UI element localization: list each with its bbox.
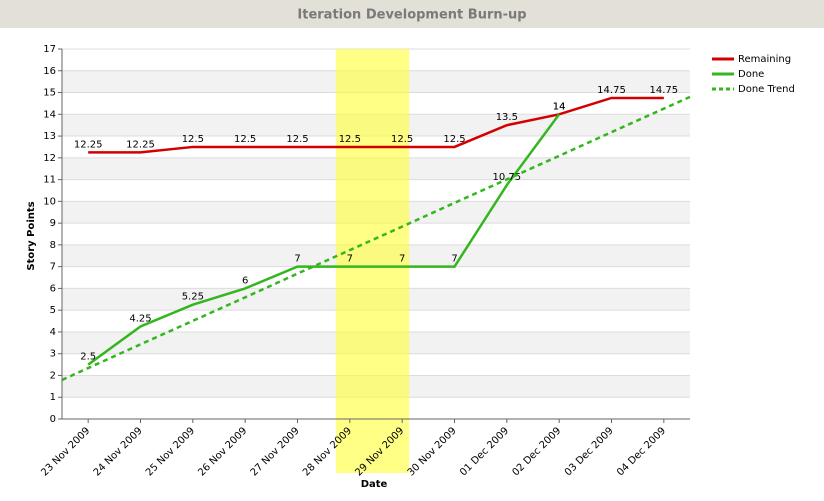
y-tick-label: 0: [50, 414, 56, 425]
legend-label: Remaining: [738, 54, 791, 65]
data-label: 7: [399, 254, 405, 265]
data-label: 10.75: [493, 172, 522, 183]
highlight-band: [335, 49, 410, 473]
data-label: 5.25: [182, 292, 204, 303]
y-tick-label: 1: [50, 392, 56, 403]
series-line: [87, 113, 561, 366]
legend-label: Done Trend: [738, 84, 795, 95]
data-label: 7: [451, 254, 457, 265]
data-label: 14.75: [650, 85, 679, 96]
legend-label: Done: [738, 69, 764, 80]
y-tick-label: 11: [43, 175, 56, 186]
x-tick-label: 26 Nov 2009: [196, 425, 249, 478]
x-tick-label: 01 Dec 2009: [458, 425, 511, 478]
y-tick-label: 7: [50, 262, 56, 273]
data-label: 14: [553, 101, 566, 112]
data-label: 4.25: [129, 314, 151, 325]
x-tick-label: 02 Dec 2009: [510, 425, 563, 478]
x-tick-label: 30 Nov 2009: [406, 425, 459, 478]
x-tick-label: 23 Nov 2009: [39, 425, 92, 478]
y-tick-label: 13: [43, 131, 56, 142]
y-tick-label: 5: [50, 305, 56, 316]
x-tick-label: 03 Dec 2009: [563, 425, 616, 478]
data-label: 12.5: [286, 134, 308, 145]
y-tick-label: 14: [43, 109, 56, 120]
y-tick-label: 8: [50, 240, 56, 251]
series-line: [61, 95, 691, 382]
data-label: 12.25: [74, 139, 103, 150]
data-label: 6: [242, 275, 248, 286]
x-axis-label: Date: [361, 479, 388, 490]
x-tick-label: 04 Dec 2009: [615, 425, 668, 478]
data-label: 7: [294, 254, 300, 265]
data-label: 12.5: [234, 134, 256, 145]
y-axis-label: Story Points: [26, 201, 37, 270]
data-label: 2.5: [80, 352, 96, 363]
title-bar: [0, 0, 824, 28]
y-tick-label: 10: [43, 196, 56, 207]
data-label: 12.25: [126, 139, 155, 150]
y-tick-label: 12: [43, 153, 56, 164]
y-tick-label: 16: [43, 66, 56, 77]
chart-title: Iteration Development Burn-up: [297, 8, 526, 23]
y-tick-label: 15: [43, 88, 56, 99]
y-tick-label: 9: [50, 218, 56, 229]
y-tick-label: 17: [43, 44, 56, 55]
data-label: 14.75: [597, 85, 626, 96]
y-tick-label: 4: [50, 327, 56, 338]
x-tick-label: 25 Nov 2009: [144, 425, 197, 478]
y-tick-label: 3: [50, 349, 56, 360]
data-label: 12.5: [182, 134, 204, 145]
data-label: 7: [347, 254, 353, 265]
data-label: 13.5: [496, 112, 518, 123]
x-tick-label: 24 Nov 2009: [92, 425, 145, 478]
data-label: 12.5: [339, 134, 361, 145]
y-tick-label: 2: [50, 370, 56, 381]
data-label: 12.5: [443, 134, 465, 145]
x-tick-label: 27 Nov 2009: [249, 425, 302, 478]
y-tick-label: 6: [50, 283, 56, 294]
data-label: 12.5: [391, 134, 413, 145]
data-label: 14: [553, 101, 566, 112]
series-line: [88, 96, 664, 154]
